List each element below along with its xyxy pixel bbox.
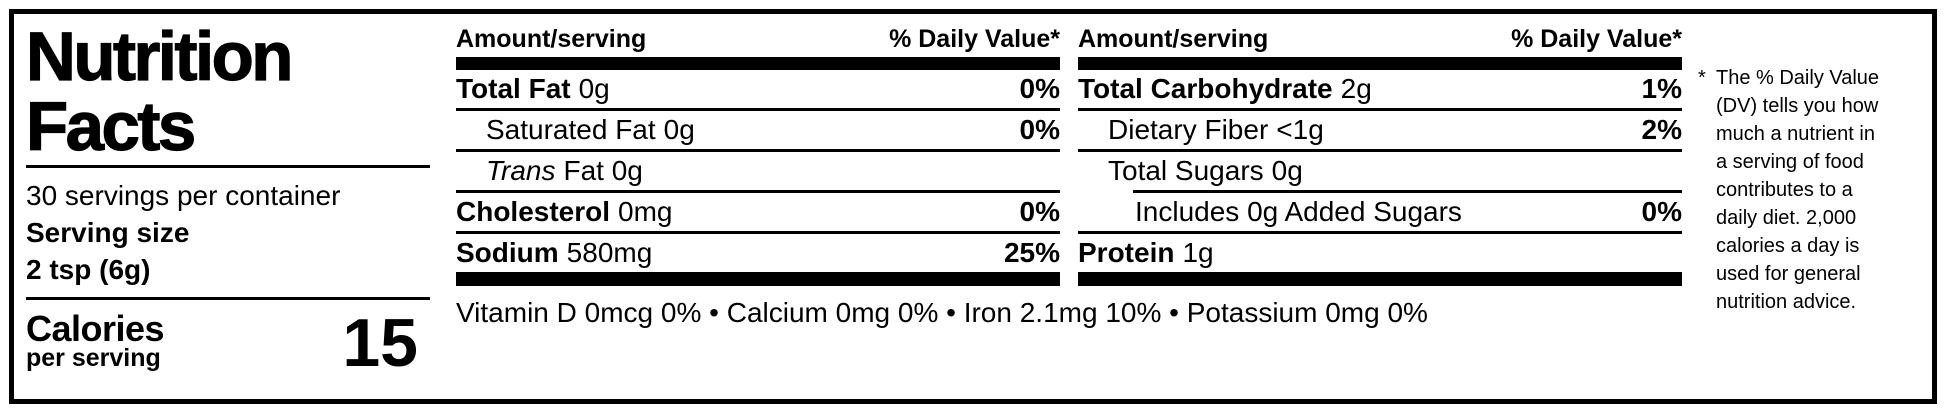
column-bottom-bar	[456, 272, 1060, 286]
nutrient-name: Cholesterol	[456, 196, 611, 227]
daily-value-percent: 0%	[1019, 114, 1060, 145]
nutrient-name: Includes 0g Added Sugars	[1135, 196, 1462, 227]
micronutrients-line: Vitamin D 0mcg 0% • Calcium 0mg 0% • Iro…	[456, 297, 1428, 328]
nutrient-row-added-sugars: Includes 0g Added Sugars 0%	[1078, 193, 1682, 231]
nutrient-columns: Amount/serving % Daily Value* Total Fat …	[456, 14, 1682, 286]
nutrient-row-dietary-fiber: Dietary Fiber <1g 2%	[1078, 111, 1682, 149]
nutrition-facts-label: Nutrition Facts 30 servings per containe…	[9, 9, 1937, 404]
nutrient-row-total-sugars: Total Sugars 0g	[1078, 152, 1682, 190]
daily-value-percent: 0%	[1019, 73, 1060, 104]
nutrient-row-total-carbohydrate: Total Carbohydrate 2g 1%	[1078, 70, 1682, 108]
title-divider	[26, 165, 430, 168]
nutrient-name: Saturated Fat	[486, 114, 656, 145]
calories-row: Calories per serving 15	[26, 305, 430, 381]
calories-value: 15	[342, 305, 418, 381]
nutrient-row-trans-fat: Trans Fat 0g	[456, 152, 1060, 190]
header-bar	[1078, 57, 1682, 70]
daily-value-footnote: * The % Daily Value (DV) tells you how m…	[1698, 14, 1926, 399]
nutrient-row-protein: Protein 1g	[1078, 234, 1682, 272]
amount-per-serving-header: Amount/serving	[1078, 25, 1269, 53]
footnote-asterisk: *	[1698, 67, 1706, 89]
nutrient-row-total-fat: Total Fat 0g 0%	[456, 70, 1060, 108]
amount-per-serving-header: Amount/serving	[456, 25, 647, 53]
nutrient-column-fat-sodium: Amount/serving % Daily Value* Total Fat …	[456, 14, 1060, 286]
daily-value-header: % Daily Value*	[1511, 25, 1682, 53]
row-divider-indented	[1133, 190, 1682, 193]
header-bar	[456, 57, 1060, 70]
nutrient-amount: 1g	[1182, 237, 1214, 268]
nutrient-column-carb-protein: Amount/serving % Daily Value* Total Carb…	[1078, 14, 1682, 286]
nutrient-name: Total Sugars	[1108, 155, 1264, 186]
nutrient-amount: Fat 0g	[563, 155, 643, 186]
daily-value-percent: 25%	[1003, 237, 1060, 268]
nutrient-amount: 580mg	[566, 237, 653, 268]
daily-value-percent: 1%	[1641, 73, 1682, 104]
row-divider	[1078, 149, 1682, 152]
nutrient-row-cholesterol: Cholesterol 0mg 0%	[456, 193, 1060, 231]
nutrient-name: Sodium	[456, 237, 559, 268]
row-divider	[456, 149, 1060, 152]
row-divider	[456, 108, 1060, 111]
column-header: Amount/serving % Daily Value*	[456, 26, 1060, 53]
serving-size-value: 2 tsp (6g)	[26, 254, 151, 285]
calories-label-block: Calories per serving	[26, 308, 165, 372]
nutrient-name: Trans	[486, 155, 556, 186]
nutrient-row-saturated-fat: Saturated Fat 0g 0%	[456, 111, 1060, 149]
nutrient-name: Dietary Fiber	[1108, 114, 1269, 145]
daily-value-header: % Daily Value*	[889, 25, 1060, 53]
calories-label: Calories	[26, 308, 165, 349]
nutrient-amount: 0mg	[618, 196, 673, 227]
nutrient-amount: 0g	[1271, 155, 1303, 186]
identity-panel: Nutrition Facts 30 servings per containe…	[25, 14, 430, 399]
nutrient-amount: 2g	[1340, 73, 1372, 104]
daily-value-percent: 2%	[1641, 114, 1682, 145]
row-divider	[1078, 231, 1682, 234]
nutrient-name: Total Carbohydrate	[1078, 73, 1333, 104]
column-bottom-bar	[1078, 272, 1682, 286]
row-divider	[456, 190, 1060, 193]
daily-value-percent: 0%	[1019, 196, 1060, 227]
daily-value-percent: 0%	[1641, 196, 1682, 227]
serving-size-label: Serving size	[26, 217, 190, 248]
row-divider	[456, 231, 1060, 234]
nutrient-amount: 0g	[663, 114, 695, 145]
calories-per-serving-label: per serving	[26, 344, 161, 372]
column-header: Amount/serving % Daily Value*	[1078, 26, 1682, 53]
nutrient-table: Amount/serving % Daily Value* Total Fat …	[456, 14, 1682, 399]
row-divider	[1078, 108, 1682, 111]
nutrient-row-sodium: Sodium 580mg 25%	[456, 234, 1060, 272]
nutrient-amount: 0g	[578, 73, 610, 104]
serving-divider	[26, 297, 430, 300]
servings-per-container: 30 servings per container	[26, 180, 341, 211]
footnote-text: The % Daily Value (DV) tells you how muc…	[1716, 67, 1880, 313]
nutrient-amount: <1g	[1276, 114, 1324, 145]
nutrient-name: Protein	[1078, 237, 1175, 268]
nutrition-facts-title: Nutrition Facts	[25, 18, 294, 165]
nutrient-name: Total Fat	[456, 73, 571, 104]
